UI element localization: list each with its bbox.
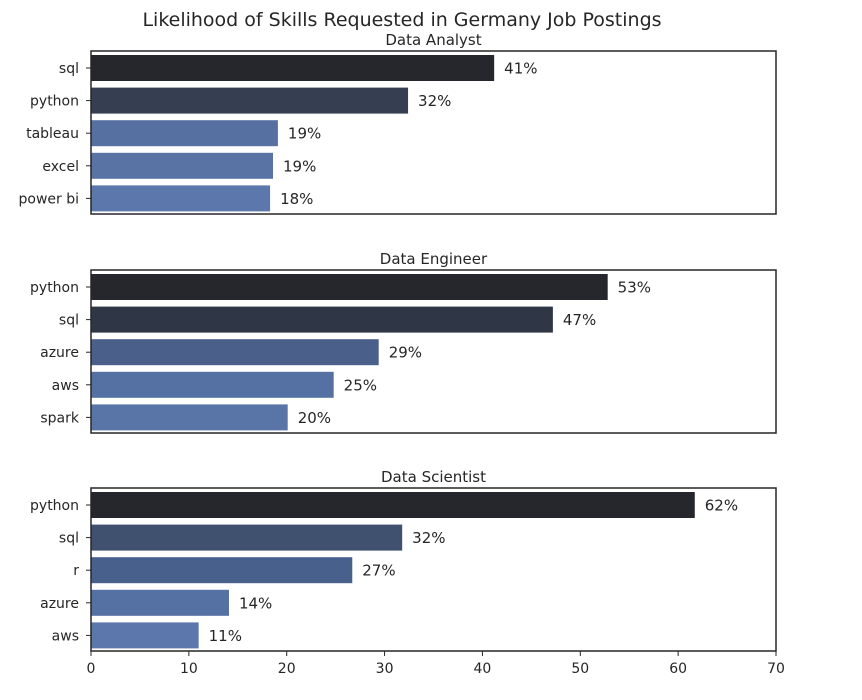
bar [91,492,695,518]
y-tick-label: python [30,280,79,296]
data-label: 14% [239,594,272,612]
y-tick-label: azure [40,596,79,612]
data-label: 11% [209,627,242,645]
y-tick-label: sql [59,313,79,329]
y-tick-label: aws [52,378,79,394]
data-label: 53% [618,279,651,297]
bar [91,306,553,333]
y-tick-label: aws [52,628,79,644]
y-tick-label: power bi [19,191,80,207]
subplot-data-scientist: Data Scientist 62% python 32% sql 27% r 14% azur… [30,468,785,677]
figure-title: Likelihood of Skills Requested in German… [142,9,661,31]
bar [91,55,495,81]
data-label: 32% [418,92,451,110]
data-label: 27% [362,562,395,580]
x-tick-label: 0 [87,661,96,677]
y-tick-label: sql [59,61,79,77]
y-tick-label: sql [59,531,79,547]
subplot-title: Data Analyst [385,31,481,49]
data-label: 32% [412,529,445,547]
x-tick-label: 20 [278,661,296,677]
y-tick-label: spark [40,410,80,426]
data-label: 47% [563,311,596,329]
data-label: 29% [389,344,422,362]
y-tick-label: python [30,498,79,514]
subplot-data-analyst: Data Analyst 41% sql 32% python 19% tableau 19%… [19,31,777,215]
axes-frame [90,50,777,215]
data-label: 25% [344,376,377,394]
axes-frame [90,269,777,434]
bar [91,185,271,212]
data-label: 18% [280,190,313,208]
bar [91,371,334,398]
y-tick-label: python [30,94,79,110]
data-label: 20% [298,409,331,427]
x-tick-label: 30 [376,661,394,677]
y-tick-label: r [73,563,79,579]
y-tick-label: tableau [26,126,79,142]
y-tick-label: excel [42,159,79,175]
bar [91,120,278,147]
bar [91,404,288,431]
axes-frame [90,487,777,652]
data-label: 19% [288,125,321,143]
subplot-data-engineer: Data Engineer 53% python 47% sql 29% azure 25% a… [30,250,777,434]
subplot-title: Data Scientist [381,468,486,486]
bar [91,339,379,366]
bar [91,274,608,300]
x-tick-label: 40 [474,661,492,677]
data-label: 41% [504,60,537,78]
x-tick-label: 10 [180,661,198,677]
x-tick-label: 50 [571,661,589,677]
bar [91,589,229,616]
data-label: 19% [283,157,316,175]
y-tick-label: azure [40,345,79,361]
bar [91,87,409,114]
x-tick-label: 60 [669,661,687,677]
data-label: 62% [705,497,738,515]
subplot-title: Data Engineer [380,250,488,268]
x-tick-label: 70 [767,661,785,677]
bar [91,557,353,584]
bar [91,622,199,649]
bar [91,152,274,179]
bar [91,524,403,551]
